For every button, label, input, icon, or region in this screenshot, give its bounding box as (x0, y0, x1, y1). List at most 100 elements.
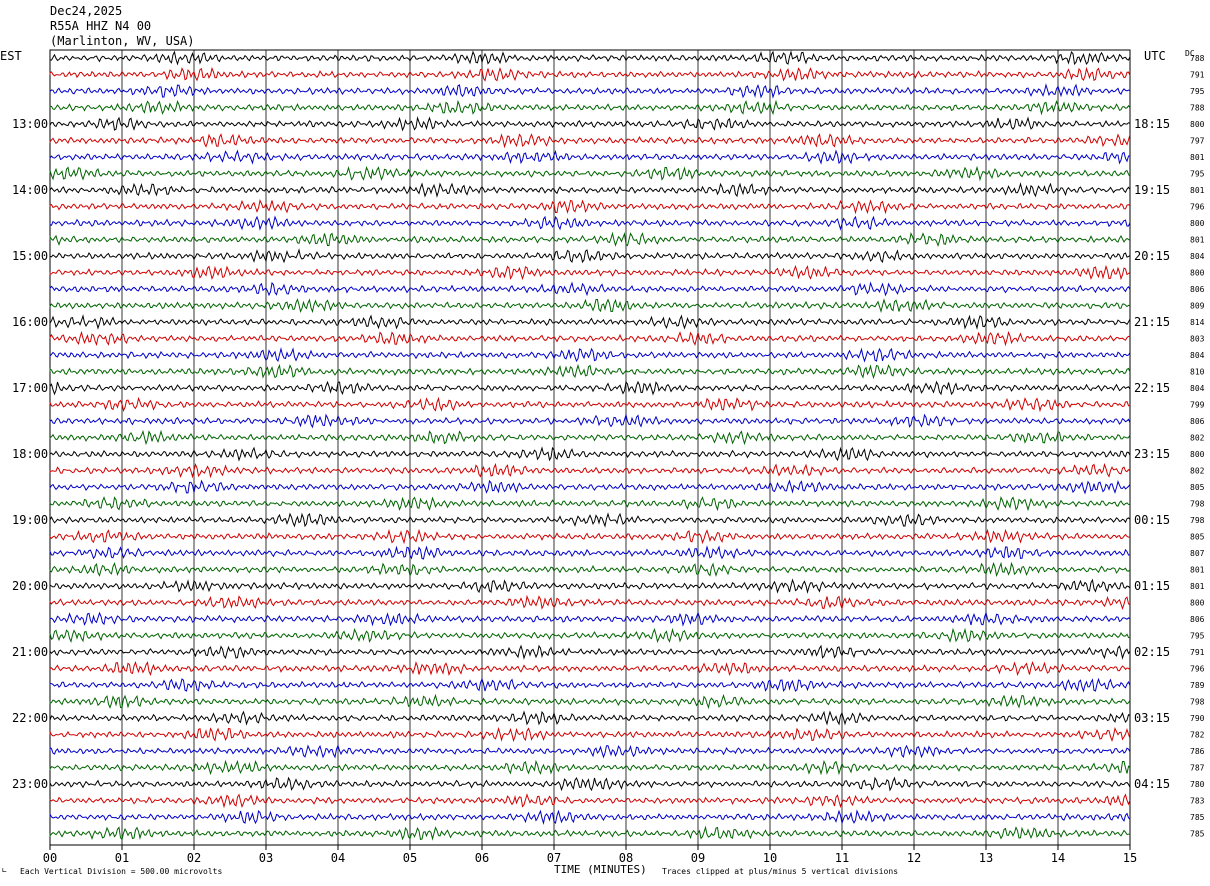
trace-line (49, 50, 1131, 66)
dc-column-label: DC (1185, 49, 1195, 58)
dc-offset-label: 800 (1190, 450, 1205, 459)
left-hour-label: 23:00 (12, 777, 48, 791)
dc-offset-label: 798 (1190, 500, 1205, 509)
trace-line (49, 776, 1131, 792)
right-hour-label: 02:15 (1134, 645, 1170, 659)
trace-line (49, 264, 1131, 281)
left-hour-label: 19:00 (12, 513, 48, 527)
x-tick-label: 02 (187, 851, 201, 865)
trace-line (49, 495, 1131, 512)
right-timezone-label: UTC (1144, 49, 1166, 63)
dc-offset-label: 795 (1190, 87, 1205, 96)
trace-line (49, 512, 1131, 528)
right-hour-label: 20:15 (1134, 249, 1170, 263)
x-tick-label: 00 (43, 851, 57, 865)
dc-offset-label: 800 (1190, 219, 1205, 228)
left-hour-label: 20:00 (12, 579, 48, 593)
trace-line (49, 462, 1131, 479)
dc-offset-label: 797 (1190, 137, 1205, 146)
dc-offset-label: 787 (1190, 764, 1205, 773)
trace-line (49, 298, 1131, 314)
dc-offset-label: 795 (1190, 170, 1205, 179)
left-hour-label: 15:00 (12, 249, 48, 263)
grid (49, 49, 1131, 850)
dc-offset-label: 796 (1190, 665, 1205, 674)
dc-offset-label: 804 (1190, 384, 1205, 393)
left-timezone-label: EST (0, 49, 22, 63)
dc-offset-label: 783 (1190, 797, 1205, 806)
dc-offset-label: 805 (1190, 483, 1205, 492)
date-label: Dec24,2025 (50, 4, 123, 18)
x-tick-label: 04 (331, 851, 345, 865)
dc-offset-label: 804 (1190, 252, 1205, 261)
dc-offset-label: 801 (1190, 186, 1205, 195)
trace-line (49, 545, 1130, 560)
dc-offset-label: 788 (1190, 54, 1205, 63)
trace-line (49, 182, 1131, 198)
left-hour-label: 13:00 (12, 117, 48, 131)
trace-line (49, 396, 1130, 413)
left-hour-label: 16:00 (12, 315, 48, 329)
dc-offset-label: 785 (1190, 830, 1205, 839)
x-tick-label: 10 (763, 851, 777, 865)
scale-note: Each Vertical Division = 500.00 microvol… (20, 867, 223, 876)
dc-offset-label: 790 (1190, 714, 1205, 723)
right-hour-label: 00:15 (1134, 513, 1170, 527)
dc-offset-label: 814 (1190, 318, 1205, 327)
trace-line (49, 446, 1131, 462)
trace-line (49, 644, 1131, 660)
dc-offset-label: 809 (1190, 302, 1205, 311)
trace-line (49, 165, 1131, 182)
right-hour-label: 04:15 (1134, 777, 1170, 791)
x-tick-label: 11 (835, 851, 849, 865)
trace-line (49, 561, 1131, 578)
right-hour-label: 23:15 (1134, 447, 1170, 461)
dc-offset-label: 800 (1190, 269, 1205, 278)
trace-line (49, 198, 1131, 215)
dc-offset-label: 801 (1190, 153, 1205, 162)
trace-line (49, 809, 1131, 825)
dc-offset-label: 782 (1190, 731, 1205, 740)
right-hour-label: 19:15 (1134, 183, 1170, 197)
dc-offset-label: 798 (1190, 516, 1205, 525)
trace-line (49, 793, 1131, 809)
trace-line (49, 710, 1131, 726)
trace-line (49, 578, 1131, 594)
dc-offset-label: 786 (1190, 747, 1205, 756)
x-tick-label: 12 (907, 851, 921, 865)
trace-line (49, 660, 1131, 677)
x-tick-label: 08 (619, 851, 633, 865)
dc-offset-label: 801 (1190, 582, 1205, 591)
trace-line (49, 248, 1131, 264)
trace-line (49, 281, 1131, 297)
trace-line (49, 215, 1131, 231)
trace-line (49, 116, 1131, 132)
right-hour-label: 18:15 (1134, 117, 1170, 131)
trace-line (49, 133, 1131, 149)
trace-line (49, 99, 1131, 116)
dc-offset-label: 806 (1190, 615, 1205, 624)
x-tick-label: 13 (979, 851, 993, 865)
trace-line (49, 528, 1130, 545)
trace-line (49, 413, 1131, 429)
dc-offset-label: 791 (1190, 648, 1205, 657)
right-hour-label: 22:15 (1134, 381, 1170, 395)
x-tick-label: 06 (475, 851, 489, 865)
scale-icon: ∟ (2, 866, 7, 875)
left-hour-label: 21:00 (12, 645, 48, 659)
dc-offset-label: 800 (1190, 599, 1205, 608)
trace-line (49, 347, 1131, 363)
x-axis-title: TIME (MINUTES) (554, 863, 647, 876)
dc-offset-label: 799 (1190, 401, 1205, 410)
right-hour-label: 01:15 (1134, 579, 1170, 593)
x-tick-label: 07 (547, 851, 561, 865)
x-tick-label: 09 (691, 851, 705, 865)
plot-frame (49, 49, 1131, 846)
x-tick-label: 03 (259, 851, 273, 865)
left-hour-label: 22:00 (12, 711, 48, 725)
trace-line (49, 594, 1131, 611)
dc-offset-label: 807 (1190, 549, 1205, 558)
left-hour-label: 14:00 (12, 183, 48, 197)
dc-offset-label: 802 (1190, 434, 1205, 443)
